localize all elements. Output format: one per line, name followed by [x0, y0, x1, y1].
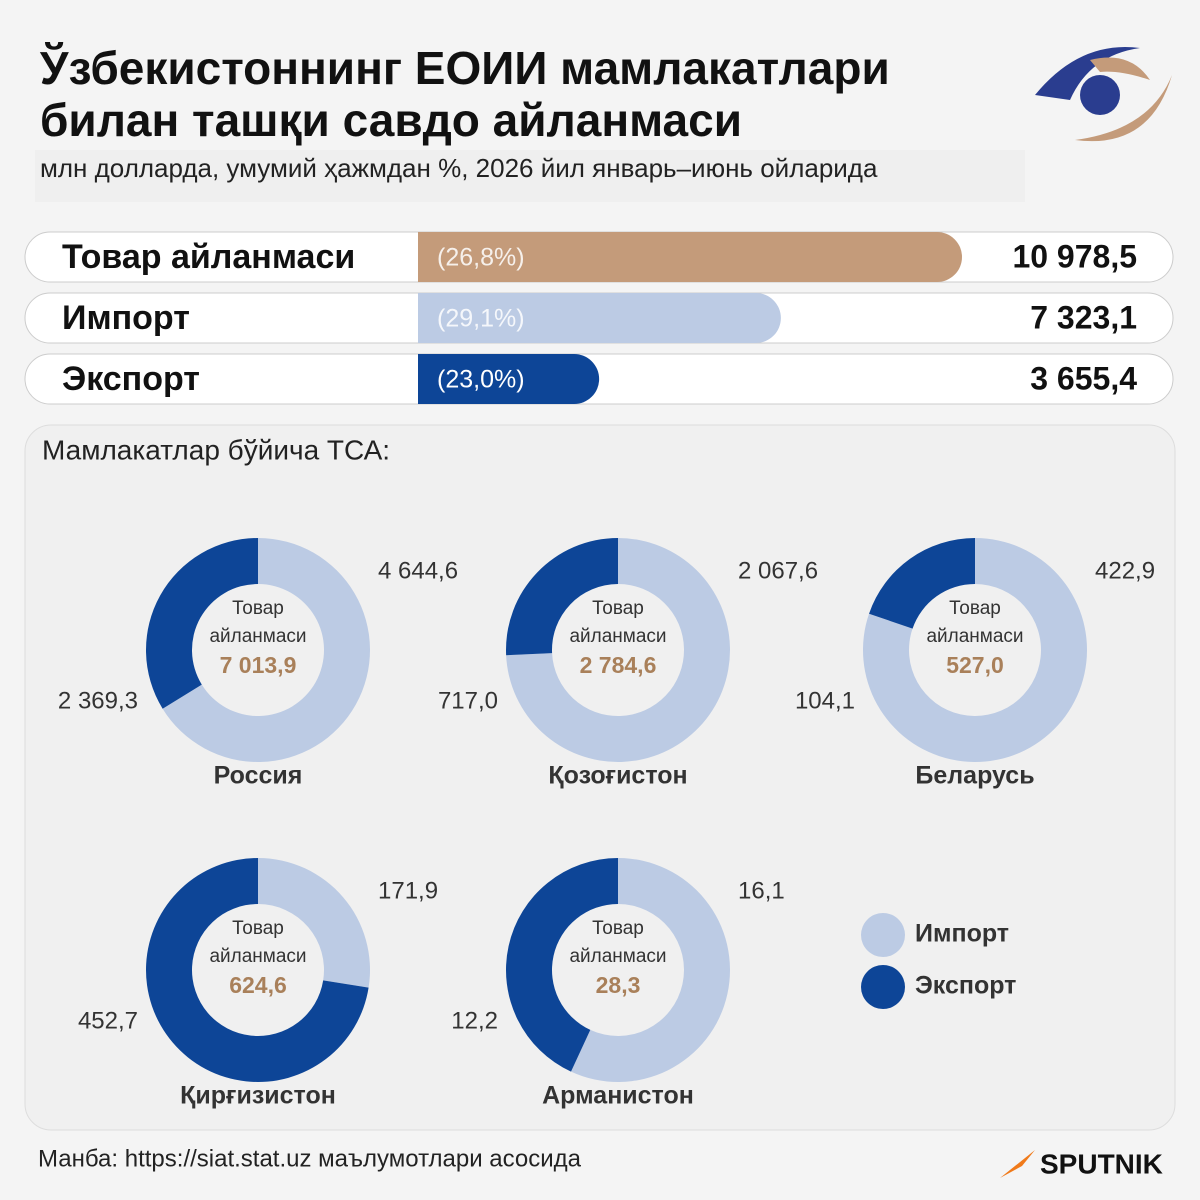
legend-label: Импорт — [915, 920, 1009, 948]
import-label: 422,9 — [1095, 557, 1155, 584]
export-label: 717,0 — [438, 687, 498, 714]
center-label: Товар айланмаси — [209, 598, 307, 647]
country-name: Беларусь — [915, 762, 1034, 790]
title: Ўзбекистоннинг ЕОИИ мамлакатлари — [39, 41, 890, 94]
value-label: 3 655,4 — [1030, 360, 1137, 396]
donut-segment — [146, 538, 258, 709]
brand: SPUTNIK — [1040, 1148, 1163, 1179]
bar — [418, 354, 600, 404]
bar — [418, 232, 962, 282]
country-name: Арманистон — [542, 1082, 694, 1110]
export-label: 104,1 — [795, 687, 855, 714]
value-label: 7 323,1 — [1030, 299, 1137, 335]
share-label: (29,1%) — [437, 305, 525, 333]
donut-center: Товар айланмаси 2 784,6 — [558, 595, 678, 679]
donut-segment — [506, 858, 618, 1072]
title: билан ташқи савдо айланмаси — [40, 94, 742, 146]
import-label: 2 067,6 — [738, 557, 818, 584]
category-label: Импорт — [62, 299, 190, 337]
donut-segment — [506, 538, 731, 763]
logo — [1035, 46, 1172, 142]
donut-segment — [258, 858, 371, 988]
import-label: 4 644,6 — [378, 557, 458, 584]
donut-segment — [869, 538, 975, 629]
bar — [418, 293, 781, 343]
legend-label: Экспорт — [915, 972, 1016, 1000]
section-title: Мамлакатлар бўйича ТСА: — [42, 434, 390, 465]
total-label: 28,3 — [595, 972, 641, 998]
export-label: 2 369,3 — [58, 687, 138, 714]
subtitle-bg — [35, 150, 1025, 202]
donut-segment — [162, 538, 370, 763]
value-label: 10 978,5 — [1012, 238, 1137, 274]
country-name: Қирғизистон — [180, 1082, 336, 1110]
share-label: (26,8%) — [437, 244, 525, 272]
legend-swatch — [861, 913, 905, 957]
subtitle: млн долларда, умумий ҳажмдан %, 2026 йил… — [40, 153, 878, 183]
brand-icon — [1000, 1150, 1035, 1178]
center-label: Товар айланмаси — [926, 598, 1024, 647]
export-label: 452,7 — [78, 1007, 138, 1034]
share-label: (23,0%) — [437, 366, 525, 394]
donut-segment — [571, 858, 731, 1082]
export-label: 12,2 — [451, 1007, 498, 1034]
donut-center: Товар айланмаси 527,0 — [915, 595, 1035, 679]
total-label: 7 013,9 — [219, 652, 297, 678]
legend-swatch — [861, 965, 905, 1009]
center-label: Товар айланмаси — [569, 598, 667, 647]
donut-center: Товар айланмаси 624,6 — [198, 915, 318, 999]
donut-segment — [863, 538, 1088, 762]
source: Манба: https://siat.stat.uz маълумотлари… — [38, 1145, 582, 1172]
category-label: Экспорт — [62, 360, 200, 398]
donut-center: Товар айланмаси 28,3 — [558, 915, 678, 999]
donut-segment — [506, 538, 618, 656]
total-label: 527,0 — [946, 652, 1004, 678]
center-label: Товар айланмаси — [569, 918, 667, 967]
country-name: Россия — [214, 762, 303, 790]
donut-segment — [146, 858, 369, 1082]
center-label: Товар айланмаси — [209, 918, 307, 967]
total-label: 624,6 — [229, 972, 287, 998]
donut-center: Товар айланмаси 7 013,9 — [198, 595, 318, 679]
category-label: Товар айланмаси — [62, 238, 355, 276]
country-name: Қозоғистон — [548, 762, 687, 790]
total-label: 2 784,6 — [579, 652, 657, 678]
import-label: 171,9 — [378, 877, 438, 904]
import-label: 16,1 — [738, 877, 785, 904]
